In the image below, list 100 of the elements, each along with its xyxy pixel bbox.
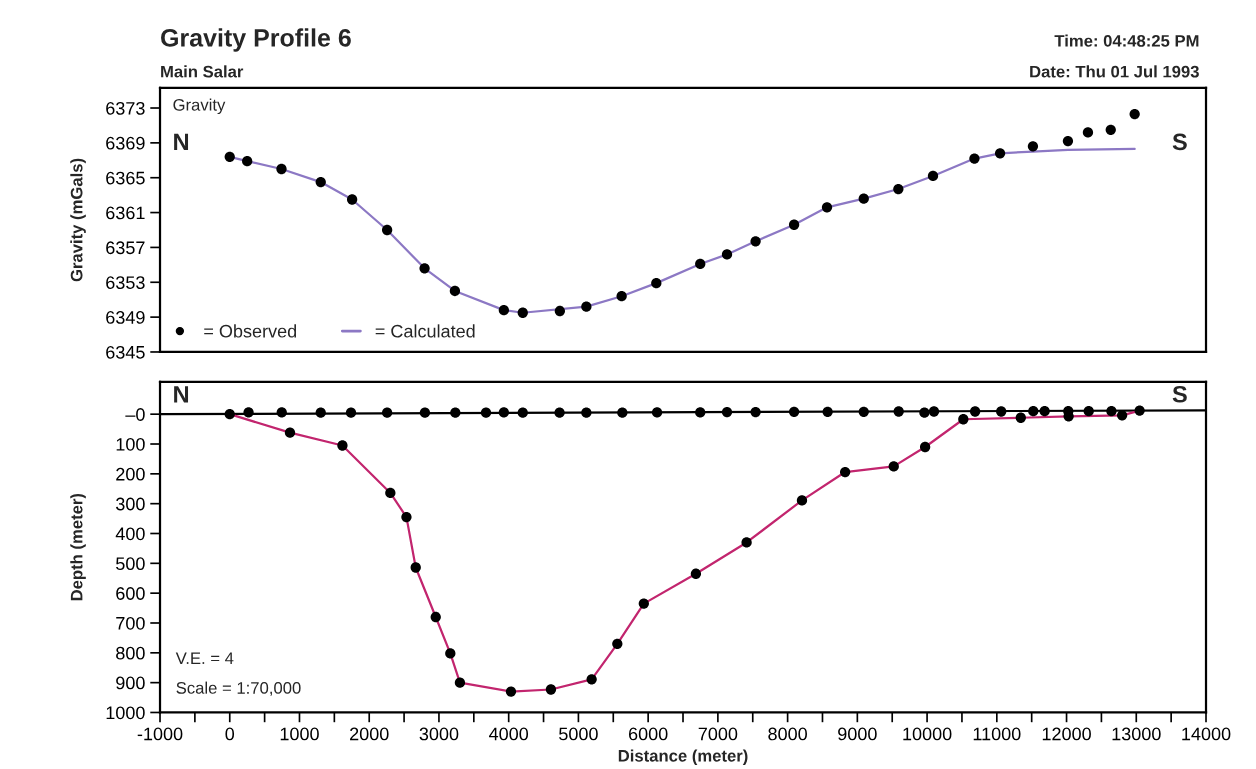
point xyxy=(1027,141,1039,152)
chart-title: Gravity Profile 6 xyxy=(161,28,351,52)
point xyxy=(1028,406,1039,417)
y-axis-title: Gravity (mGals) xyxy=(70,158,86,282)
point xyxy=(1105,124,1116,135)
x-tick-label: 12000 xyxy=(1042,727,1091,741)
y-tick-label: 1000 xyxy=(106,706,145,720)
y-tick-label: 6373 xyxy=(106,101,145,115)
point xyxy=(788,406,800,417)
y-tick-label: 6361 xyxy=(106,206,145,220)
x-axis-title: Distance (meter) xyxy=(618,749,748,765)
point xyxy=(315,176,326,188)
y-tick-label: 6345 xyxy=(106,345,145,359)
annotation: Scale = 1:70,000 xyxy=(176,681,301,696)
y-tick-label: 300 xyxy=(116,497,145,511)
y-tick-label: 6353 xyxy=(106,276,145,289)
point xyxy=(994,148,1006,159)
x-tick-label: 4000 xyxy=(489,727,529,741)
point xyxy=(695,407,706,418)
x-tick-label: 10000 xyxy=(903,727,952,741)
y-tick-label: 500 xyxy=(116,557,145,571)
point xyxy=(581,407,592,418)
point xyxy=(721,249,733,260)
point xyxy=(1106,406,1117,417)
point xyxy=(498,407,510,418)
x-tick-label: 6000 xyxy=(628,727,668,741)
annotation: V.E. = 4 xyxy=(175,652,234,664)
y-tick-label: 700 xyxy=(116,616,145,630)
point xyxy=(1082,127,1094,138)
point xyxy=(750,236,761,247)
x-tick-label: 14000 xyxy=(1182,727,1231,741)
y-tick-label: 600 xyxy=(116,587,145,600)
point xyxy=(554,407,565,418)
x-tick-label: 9000 xyxy=(838,727,877,741)
point xyxy=(276,163,287,175)
point xyxy=(480,407,492,418)
y-tick-label: 6365 xyxy=(106,171,145,185)
point xyxy=(928,406,940,417)
point xyxy=(721,406,733,418)
point xyxy=(1039,406,1050,417)
x-tick-label: 0 xyxy=(225,727,235,741)
point xyxy=(858,193,869,204)
point xyxy=(858,406,869,417)
point xyxy=(381,224,393,236)
point xyxy=(927,170,939,182)
y-tick-label: 900 xyxy=(116,676,145,690)
point xyxy=(581,301,592,312)
x-tick-label: 7000 xyxy=(698,727,738,741)
point xyxy=(969,406,981,417)
annotation: S xyxy=(1172,133,1187,151)
point xyxy=(788,219,800,230)
point xyxy=(821,202,833,213)
point xyxy=(651,407,663,418)
x-tick-label: 3000 xyxy=(419,727,459,741)
point xyxy=(243,407,254,418)
point xyxy=(381,407,393,418)
y-tick-label: 6369 xyxy=(106,136,145,150)
point xyxy=(419,407,431,418)
point xyxy=(554,305,566,317)
text: Time: 04:48:25 PM xyxy=(1054,34,1199,47)
point xyxy=(1062,135,1074,147)
y-axis-title: Depth (meter) xyxy=(70,493,86,601)
point xyxy=(346,194,358,205)
x-tick-label: -1000 xyxy=(137,727,183,741)
point xyxy=(1129,108,1140,120)
y-tick-label: 200 xyxy=(116,467,145,481)
y-tick-label: 6349 xyxy=(106,311,145,324)
legend-label: = Observed xyxy=(204,324,297,338)
x-tick-label: 1000 xyxy=(280,727,319,741)
point xyxy=(919,407,930,418)
y-tick-label: –0 xyxy=(125,408,145,421)
x-tick-label: 13000 xyxy=(1112,727,1161,741)
legend-label: = Calculated xyxy=(375,324,475,338)
annotation: N xyxy=(174,133,189,150)
y-tick-label: 6357 xyxy=(106,241,145,255)
point xyxy=(617,407,628,418)
x-tick-label: 11000 xyxy=(973,727,1021,741)
y-tick-label: 800 xyxy=(116,646,145,660)
point xyxy=(1083,406,1094,417)
point xyxy=(224,151,235,162)
point xyxy=(315,407,326,418)
y-tick-label: 100 xyxy=(116,437,145,451)
annotation: S xyxy=(1172,385,1187,403)
point xyxy=(345,407,357,418)
point xyxy=(419,263,430,274)
annotation: N xyxy=(174,386,189,403)
point xyxy=(651,277,662,289)
point xyxy=(695,258,706,270)
y-tick-label: 400 xyxy=(115,527,145,541)
point xyxy=(276,407,287,418)
point xyxy=(242,156,253,167)
point xyxy=(969,153,980,164)
point xyxy=(616,291,627,302)
point xyxy=(517,407,528,418)
point xyxy=(893,183,904,195)
annotation: Gravity xyxy=(173,98,226,115)
point xyxy=(996,406,1007,417)
text: Date: Thu 01 Jul 1993 xyxy=(1030,65,1199,78)
x-tick-label: 5000 xyxy=(559,727,598,741)
point xyxy=(750,406,761,418)
